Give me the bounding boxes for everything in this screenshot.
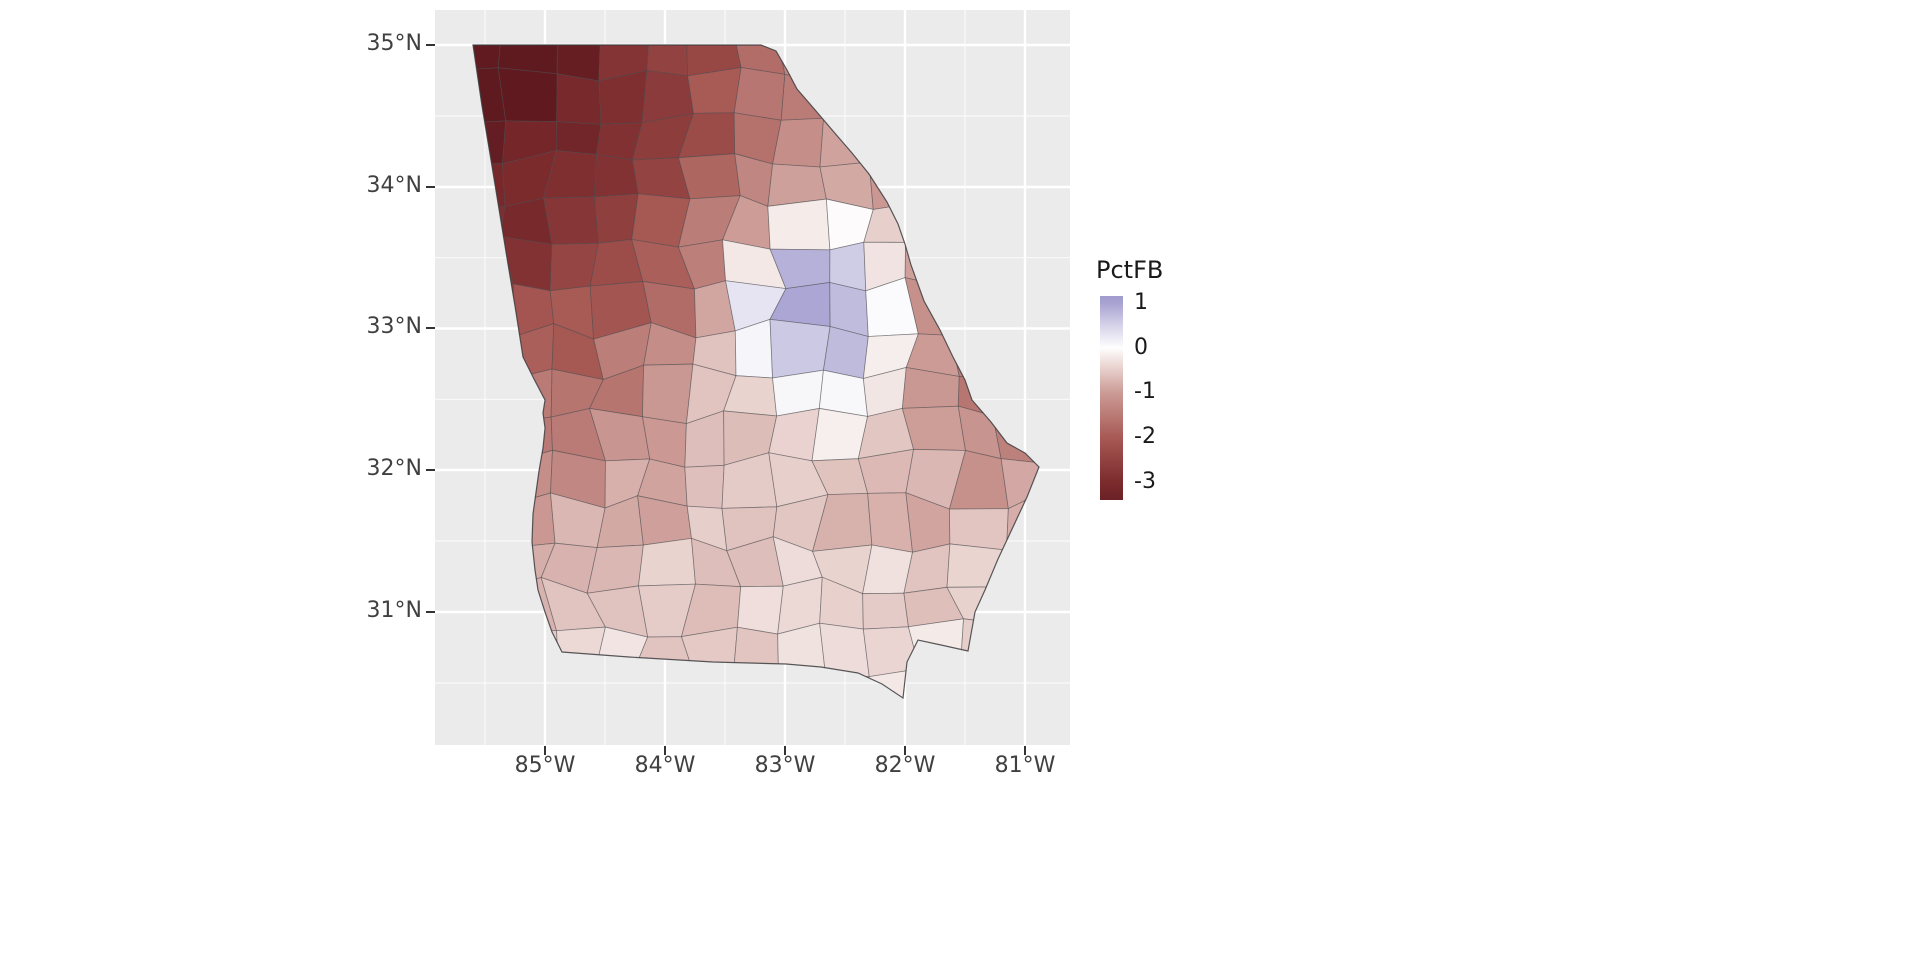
legend-tick-label: -2 (1134, 424, 1156, 449)
x-axis-tick-mark (664, 746, 666, 755)
legend-colorbar (1100, 296, 1123, 500)
x-axis-tick-mark (1024, 746, 1026, 755)
legend-title: PctFB (1096, 256, 1164, 284)
legend-tick-label: -1 (1134, 379, 1156, 404)
y-axis-tick-mark (426, 611, 435, 613)
x-axis-tick-mark (784, 746, 786, 755)
georgia-choropleth-map (435, 10, 1070, 745)
y-axis-tick-label: 34°N (366, 173, 422, 198)
y-axis-tick-label: 31°N (366, 598, 422, 623)
x-axis-tick-label: 85°W (514, 753, 576, 778)
y-axis-tick-label: 35°N (366, 31, 422, 56)
legend-tick-label: 0 (1134, 335, 1148, 360)
y-axis-tick-label: 33°N (366, 314, 422, 339)
y-axis-tick-mark (426, 469, 435, 471)
y-axis-tick-mark (426, 186, 435, 188)
x-axis-tick-mark (904, 746, 906, 755)
legend-tick-label: -3 (1134, 469, 1156, 494)
x-axis-tick-mark (544, 746, 546, 755)
x-axis-tick-label: 81°W (994, 753, 1056, 778)
y-axis-tick-mark (426, 327, 435, 329)
y-axis-tick-mark (426, 44, 435, 46)
y-axis-tick-label: 32°N (366, 456, 422, 481)
legend-tick-label: 1 (1134, 290, 1148, 315)
x-axis-tick-label: 84°W (634, 753, 696, 778)
x-axis-tick-label: 83°W (754, 753, 816, 778)
plot-panel (435, 10, 1070, 745)
x-axis-tick-label: 82°W (874, 753, 936, 778)
